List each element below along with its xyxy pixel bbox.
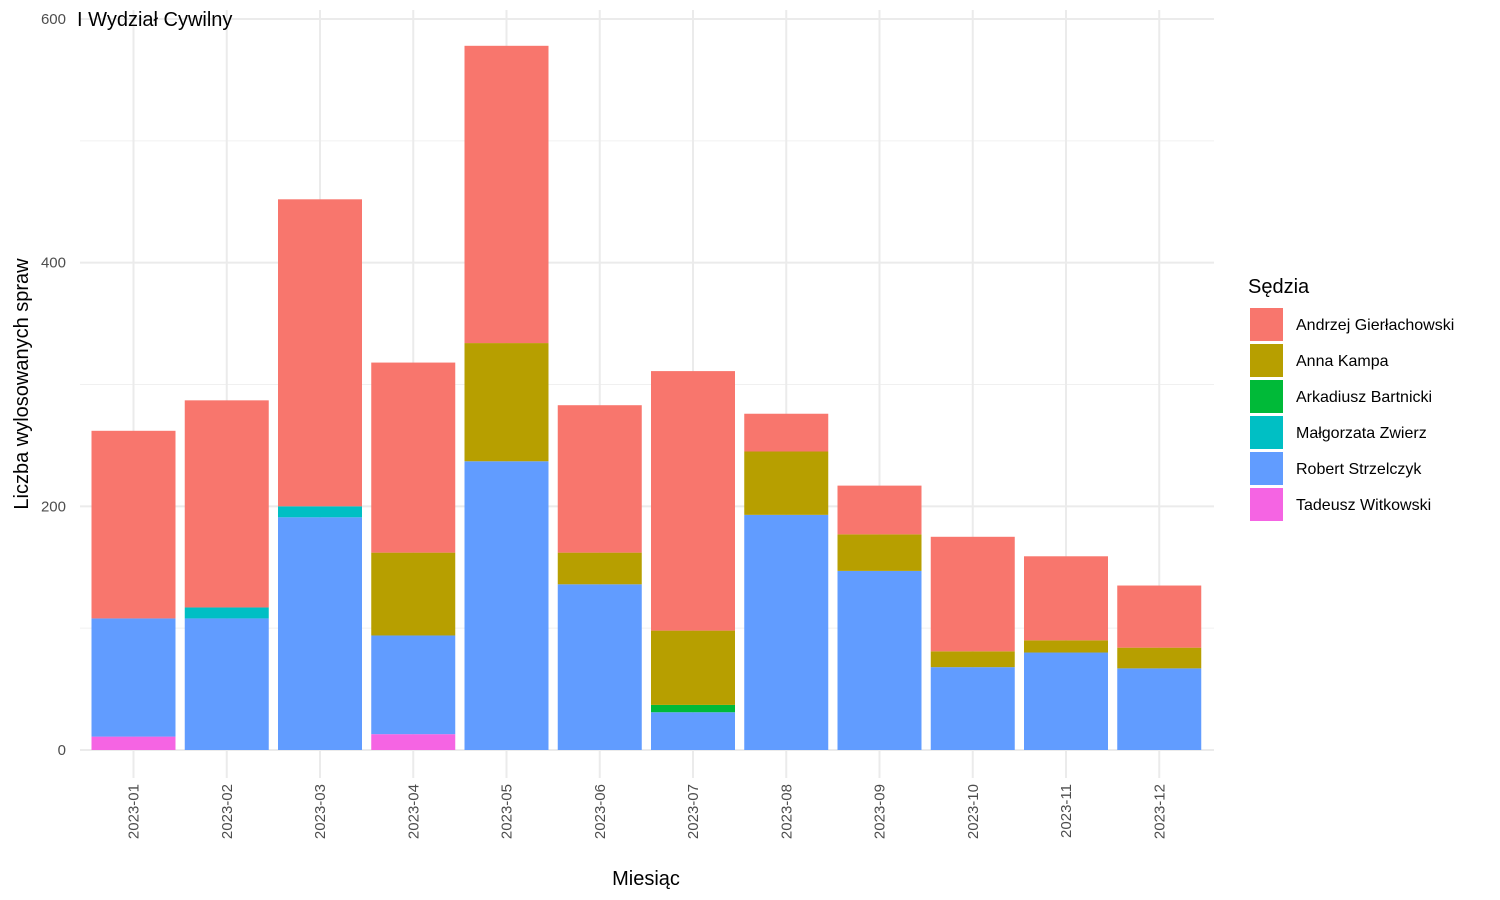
legend-label: Anna Kampa [1296, 353, 1389, 370]
bar-segment [371, 635, 456, 735]
x-axis-title: Miesiąc [612, 868, 680, 890]
bar-segment [1117, 585, 1202, 648]
bar-segment [651, 704, 735, 713]
bar-segment [744, 413, 829, 452]
y-tick-label: 0 [58, 742, 66, 759]
bar-segment [464, 45, 549, 344]
bar-segment [278, 199, 362, 507]
bar-segment [464, 461, 549, 750]
legend: Sędzia Andrzej Gierłachowski Anna Kampa Ar… [1248, 276, 1454, 521]
x-tick-label: 2023-05 [499, 784, 516, 839]
bar-segment [278, 506, 362, 518]
legend-title: Sędzia [1248, 276, 1310, 298]
x-tick-label: 2023-01 [126, 784, 143, 839]
bar-segment [837, 485, 922, 535]
x-axis-ticks: 2023-01 2023-02 2023-03 2023-04 2023-05 2023-… [126, 784, 1169, 839]
x-tick-label: 2023-09 [872, 784, 889, 839]
y-tick-label: 200 [41, 498, 66, 515]
bar-segment [278, 517, 362, 750]
x-tick-label: 2023-07 [685, 784, 702, 839]
bar-segment [744, 451, 829, 515]
x-tick-label: 2023-08 [778, 784, 795, 839]
x-tick-label: 2023-04 [405, 784, 422, 839]
bar-segment [371, 734, 456, 750]
chart-title: I Wydział Cywilny [77, 9, 232, 31]
bar-segment [371, 552, 456, 636]
x-tick-label: 2023-12 [1151, 784, 1168, 839]
x-tick-label: 2023-11 [1058, 784, 1075, 838]
y-axis-ticks: 0 200 400 600 [41, 11, 66, 759]
bar-segment [1117, 647, 1202, 669]
legend-label: Robert Strzelczyk [1296, 461, 1422, 478]
y-axis-title: Liczba wylosowanych spraw [11, 258, 33, 510]
x-tick-label: 2023-06 [592, 784, 609, 839]
bar-segment [184, 400, 269, 608]
bar-segment [184, 607, 269, 619]
x-tick-label: 2023-10 [965, 784, 982, 839]
legend-label: Andrzej Gierłachowski [1296, 317, 1454, 334]
bar-segment [371, 362, 456, 553]
bar-segment [651, 712, 735, 750]
bar-segment [1024, 652, 1108, 750]
legend-swatch [1250, 308, 1283, 341]
legend-swatch [1250, 344, 1283, 377]
legend-swatch [1250, 416, 1283, 449]
bar-segment [557, 584, 642, 750]
y-tick-label: 600 [41, 11, 66, 28]
bar-segment [557, 552, 642, 585]
bar-segment [91, 618, 176, 737]
bar-segment [91, 430, 176, 619]
bar-segment [651, 630, 735, 705]
bar-segment [930, 651, 1015, 668]
legend-swatch [1250, 380, 1283, 413]
bar-segment [1024, 556, 1108, 641]
legend-swatch [1250, 488, 1283, 521]
y-tick-label: 400 [41, 255, 66, 272]
x-tick-label: 2023-02 [219, 784, 236, 839]
bar-segment [464, 343, 549, 462]
bar-segment [744, 514, 829, 750]
legend-label: Arkadiusz Bartnicki [1296, 389, 1432, 406]
legend-swatch [1250, 452, 1283, 485]
bar-segment [1117, 668, 1202, 750]
bar-segment [930, 536, 1015, 652]
legend-label: Małgorzata Zwierz [1296, 425, 1427, 442]
bar-segment [651, 371, 735, 631]
legend-label: Tadeusz Witkowski [1296, 497, 1431, 514]
bar-segment [91, 736, 176, 750]
bar-segment [837, 570, 922, 750]
bar-segment [837, 534, 922, 571]
bars [91, 45, 1202, 750]
bar-segment [184, 618, 269, 750]
bar-segment [930, 667, 1015, 750]
x-tick-label: 2023-03 [312, 784, 329, 839]
bar-segment [1024, 640, 1108, 653]
bar-segment [557, 405, 642, 553]
